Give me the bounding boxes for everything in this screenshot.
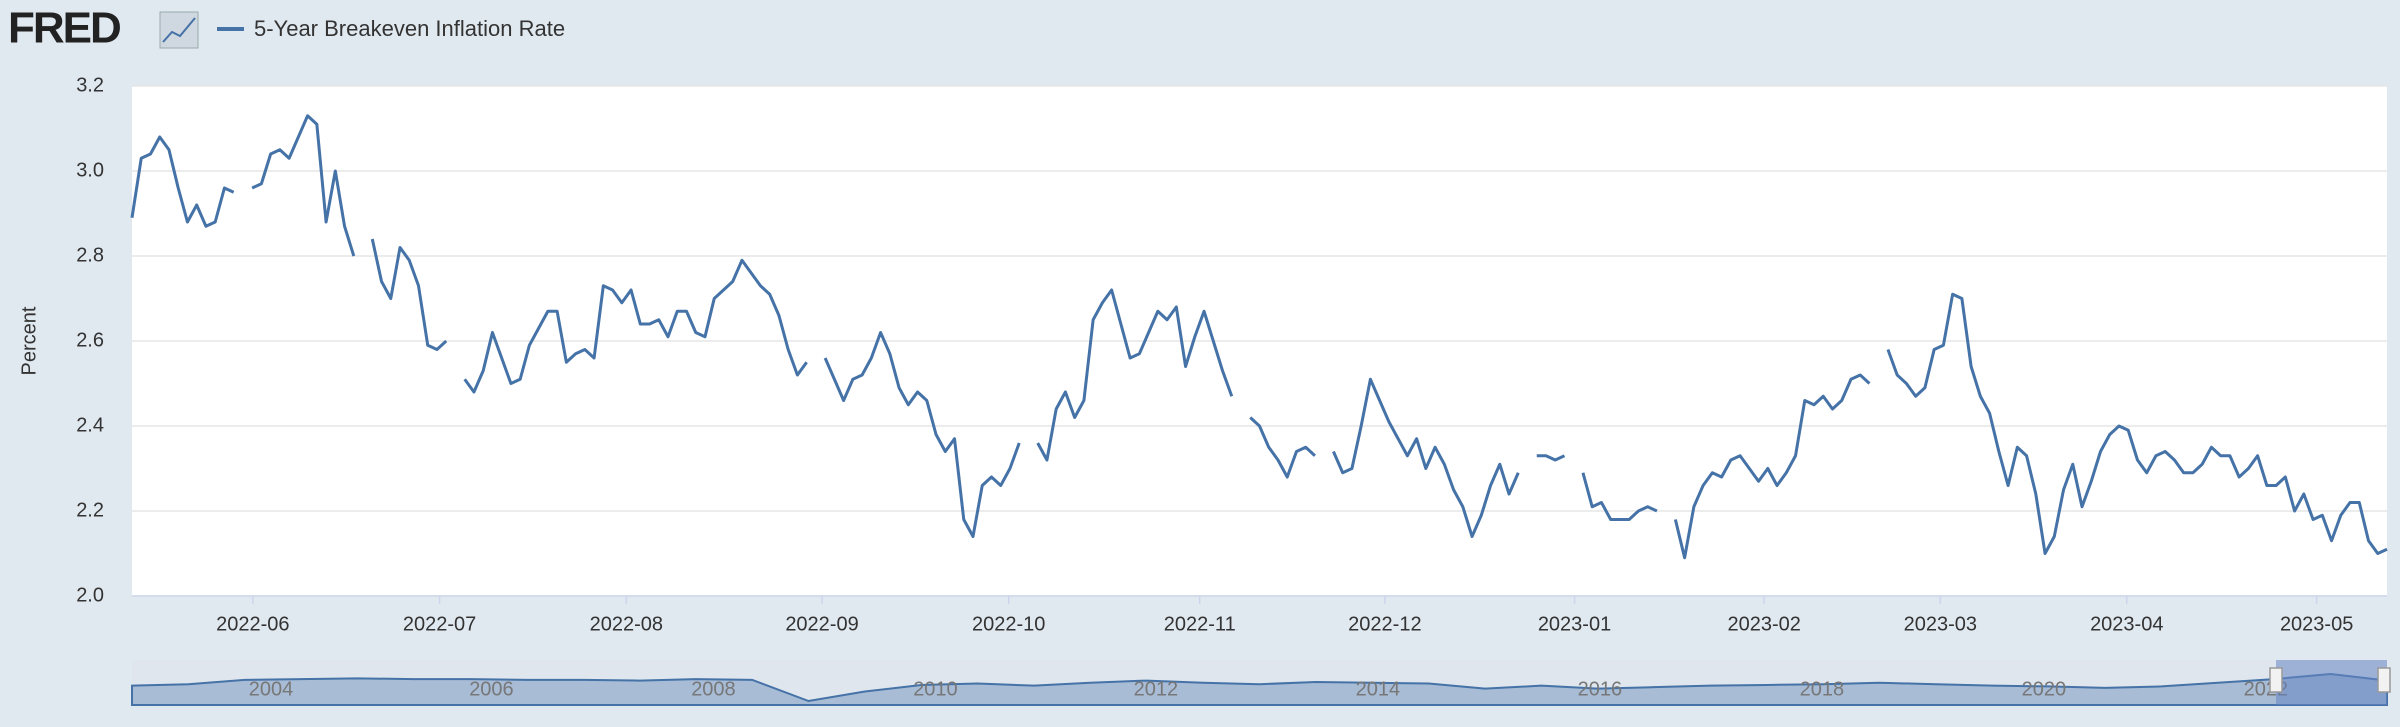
x-tick-label: 2023-04 (2090, 613, 2163, 635)
x-tick-label: 2022-06 (216, 613, 289, 635)
logo-icon-line (162, 17, 196, 43)
x-tick-label: 2023-01 (1538, 613, 1611, 635)
navigator-area (131, 672, 2388, 706)
y-tick-label: 3.2 (76, 74, 104, 96)
navigator-tick-label: 2012 (1134, 678, 1179, 700)
logo[interactable]: FRED (8, 4, 122, 53)
x-tick-label: 2023-02 (1727, 613, 1800, 635)
x-tick-label: 2022-11 (1164, 613, 1236, 635)
navigator-tick-label: 2014 (1356, 678, 1401, 700)
y-tick-label: 2.0 (76, 584, 104, 606)
navigator-handle[interactable] (2377, 667, 2391, 693)
navigator-window (2276, 660, 2387, 705)
navigator-tick-label: 2010 (913, 678, 958, 700)
x-tick-label: 2022-07 (403, 613, 476, 635)
navigator-handle[interactable] (2269, 667, 2283, 693)
x-tick-label: 2022-09 (785, 613, 858, 635)
y-tick-label: 2.4 (76, 414, 104, 436)
navigator-tick-label: 2004 (249, 678, 294, 700)
y-tick-label: 2.8 (76, 244, 104, 266)
y-axis-label: Percent (18, 306, 40, 375)
data-line (130, 114, 2388, 560)
x-tick-label: 2023-05 (2280, 613, 2353, 635)
y-tick-label: 2.6 (76, 329, 104, 351)
x-tick-label: 2022-12 (1348, 613, 1421, 635)
navigator-tick-label: 2016 (1578, 678, 1623, 700)
logo-icon-box (159, 11, 199, 49)
y-tick-label: 3.0 (76, 159, 104, 181)
navigator-tick-label: 2020 (2022, 678, 2067, 700)
navigator-tick-label: 2008 (691, 678, 736, 700)
x-tick-label: 2023-03 (1904, 613, 1977, 635)
navigator-tick-label: 2018 (1800, 678, 1845, 700)
navigator-tick-label: 2006 (469, 678, 514, 700)
x-tick-label: 2022-10 (972, 613, 1045, 635)
logo-icon (159, 11, 199, 49)
y-tick-label: 2.2 (76, 499, 104, 521)
x-tick-label: 2022-08 (590, 613, 663, 635)
legend-label: 5-Year Breakeven Inflation Rate (254, 16, 565, 41)
